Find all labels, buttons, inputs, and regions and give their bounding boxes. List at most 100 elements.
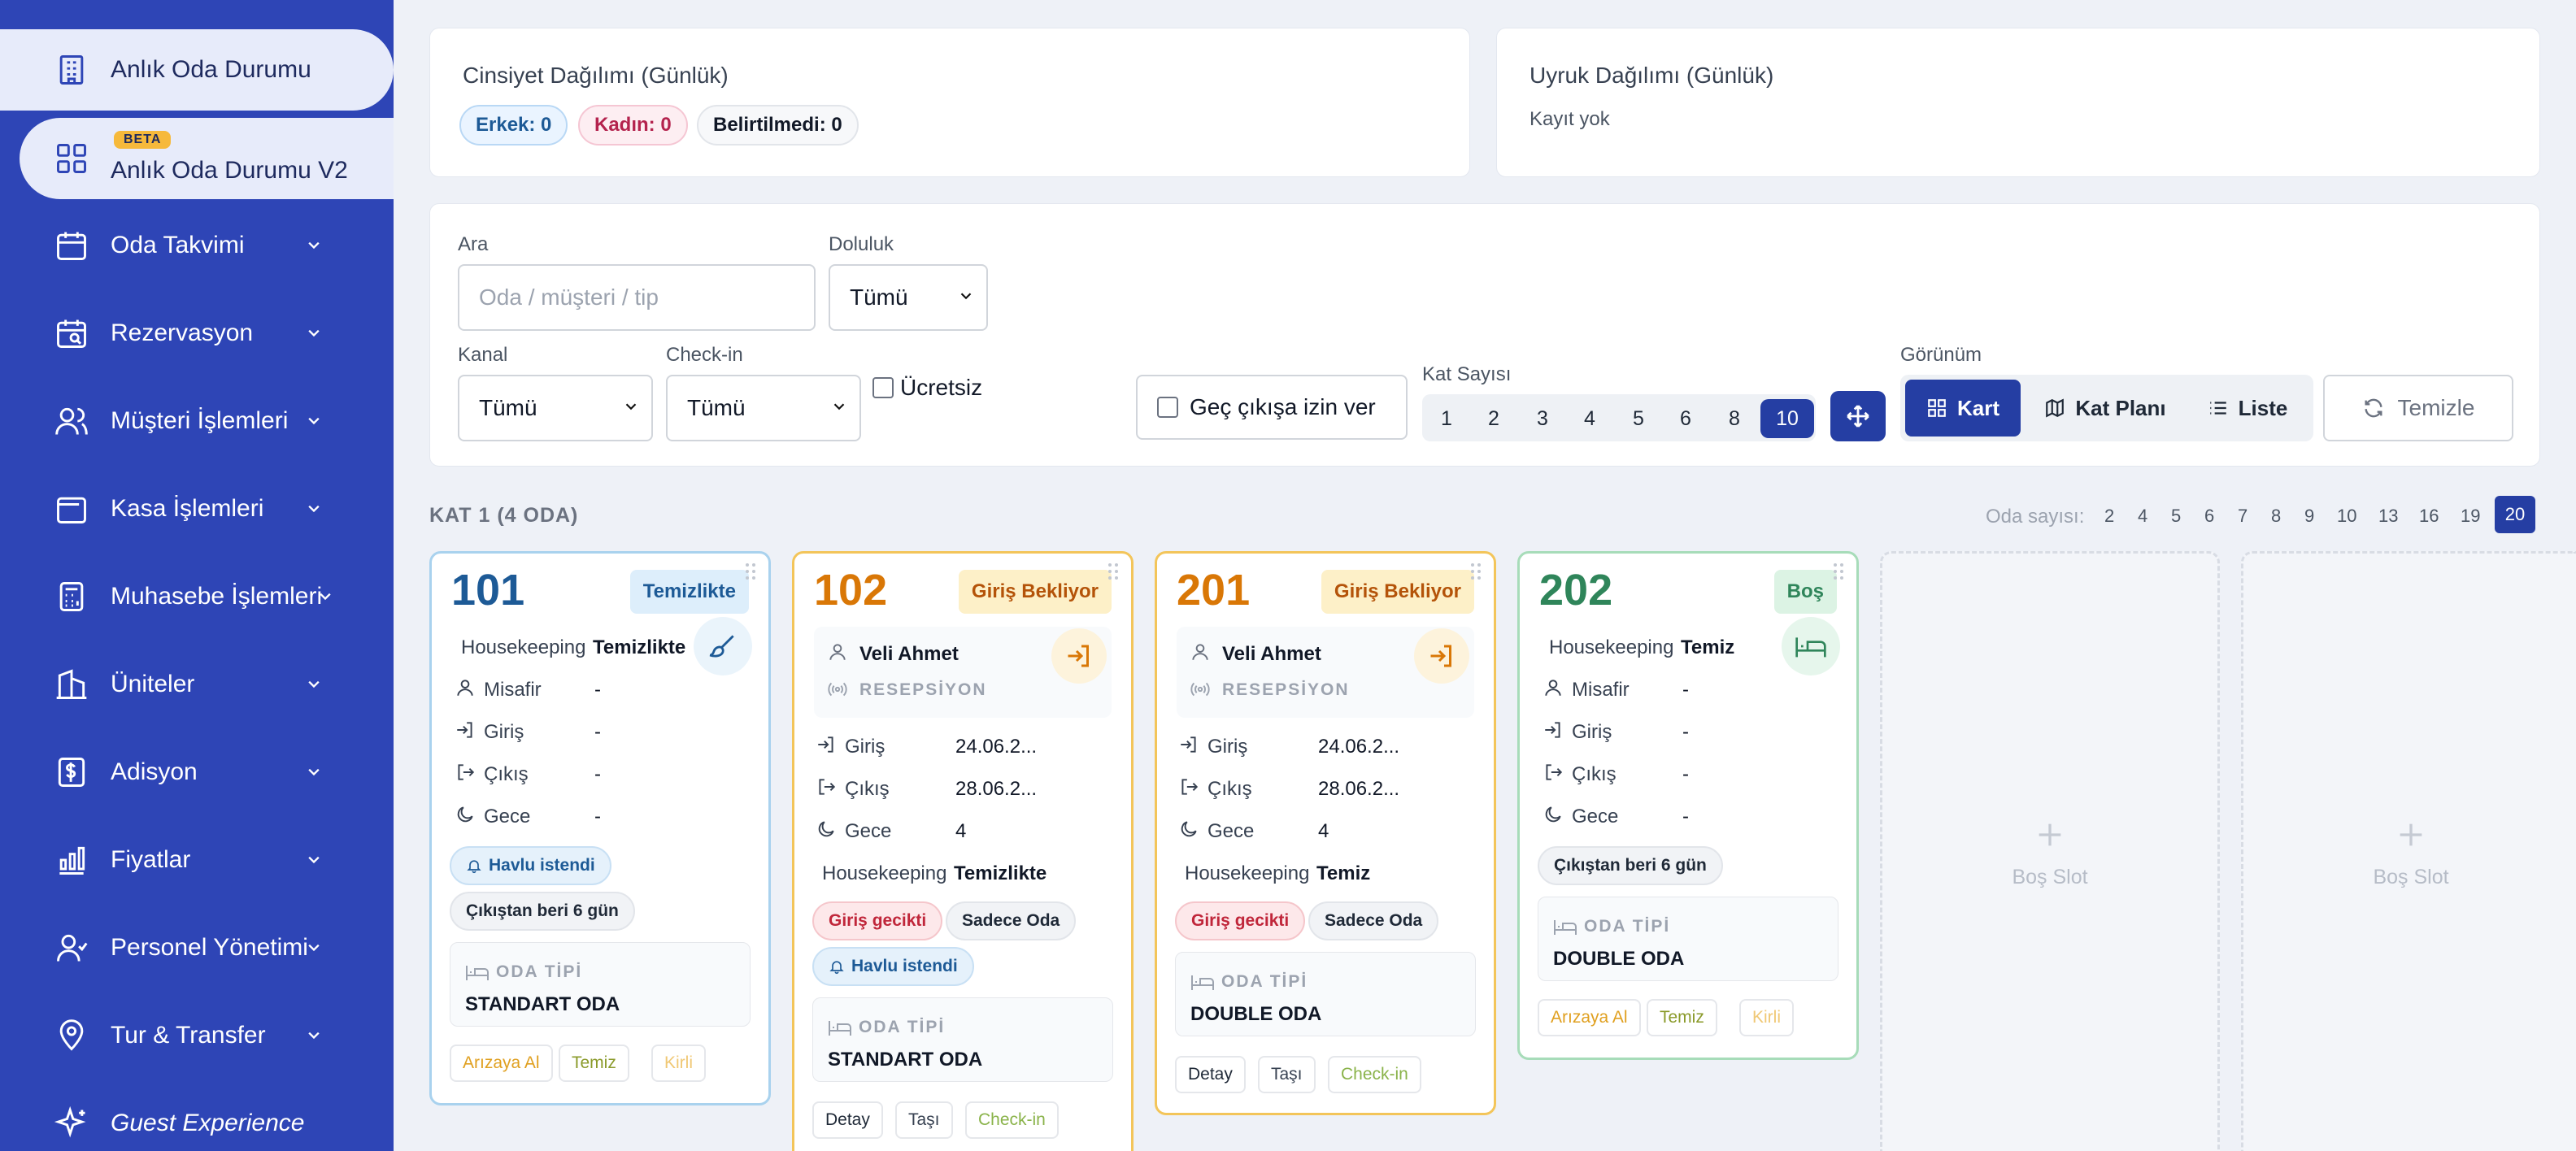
checkin-button[interactable]: Check-in (965, 1101, 1059, 1139)
floor-count-option[interactable]: 1 (1441, 406, 1452, 430)
sidebar-item-uniteler[interactable]: Üniteler (0, 644, 394, 725)
staff-icon (52, 928, 91, 967)
room-type-value: STANDART ODA (465, 993, 620, 1015)
room-count-option[interactable]: 2 (2104, 506, 2115, 526)
empty-slot[interactable]: Boş Slot (2241, 551, 2576, 1151)
bed-status-button[interactable] (1782, 617, 1840, 675)
nights-label: Gece (1572, 806, 1619, 827)
drag-handle-icon[interactable] (1107, 562, 1120, 581)
room-card[interactable]: 102 Giriş Bekliyor Veli Ahmet RESEPSİYON… (792, 551, 1134, 1151)
floor-count-option[interactable]: 3 (1537, 406, 1548, 430)
drag-handle-icon[interactable] (744, 562, 757, 581)
sidebar-item-muhasebe-islemleri[interactable]: Muhasebe İşlemleri (0, 556, 394, 637)
sidebar-item-fiyatlar[interactable]: Fiyatlar (0, 819, 394, 901)
free-checkbox[interactable] (872, 377, 894, 398)
clean-button[interactable]: Temiz (1647, 999, 1717, 1036)
housekeeping-label: Housekeeping (1185, 862, 1310, 884)
view-list-button[interactable]: Liste (2187, 380, 2308, 437)
detail-button[interactable]: Detay (1175, 1056, 1246, 1093)
sidebar-item-rezervasyon[interactable]: Rezervasyon (0, 293, 394, 374)
search-placeholder: Oda / müşteri / tip (479, 284, 659, 310)
dirty-button[interactable]: Kirli (651, 1045, 706, 1082)
free-filter[interactable]: Ücretsiz (872, 375, 982, 401)
sidebar-item-oda-takvimi[interactable]: Oda Takvimi (0, 205, 394, 286)
room-count-option[interactable]: 5 (2171, 506, 2182, 526)
dirty-button[interactable]: Kirli (1739, 999, 1794, 1036)
bed-icon (828, 1018, 852, 1037)
channel-select[interactable]: Tümü (458, 375, 653, 441)
room-count-option[interactable]: 7 (2238, 506, 2248, 526)
room-count-option[interactable]: 9 (2304, 506, 2315, 526)
nights-value: 4 (1318, 820, 1329, 842)
login-icon (1427, 641, 1456, 671)
move-button[interactable]: Taşı (895, 1101, 953, 1139)
fault-button[interactable]: Arızaya Al (450, 1045, 553, 1082)
grid-icon (52, 139, 91, 178)
users-icon (52, 402, 91, 441)
chevron-down-icon (302, 760, 327, 784)
fault-button[interactable]: Arızaya Al (1538, 999, 1641, 1036)
room-card[interactable]: 202 Boş Housekeeping Temiz Misafir - Gir… (1517, 551, 1859, 1060)
detail-button[interactable]: Detay (812, 1101, 883, 1139)
room-count-option[interactable]: 13 (2378, 506, 2399, 526)
room-count-option[interactable]: 8 (2271, 506, 2282, 526)
room-count-option[interactable]: 16 (2419, 506, 2439, 526)
floor-count-option[interactable]: 8 (1729, 406, 1740, 430)
cleaning-button[interactable] (694, 617, 752, 675)
late-checkout-toggle[interactable]: Geç çıkışa izin ver (1136, 375, 1408, 440)
checkin-button[interactable]: Check-in (1328, 1056, 1421, 1093)
occupancy-select[interactable]: Tümü (829, 264, 988, 331)
nights-value: 4 (955, 820, 967, 842)
chevron-down-icon (302, 321, 327, 345)
floor-count-option[interactable]: 2 (1488, 406, 1499, 430)
sidebar-item-anlik-oda-durumu-v2[interactable]: BETA Anlık Oda Durumu V2 (20, 118, 394, 199)
room-count-option[interactable]: 4 (2138, 506, 2148, 526)
floor-count-option-selected[interactable]: 10 (1760, 399, 1814, 438)
late-checkout-checkbox[interactable] (1157, 397, 1178, 418)
sidebar-item-personel-yonetimi[interactable]: Personel Yönetimi (0, 907, 394, 988)
sidebar-item-adisyon[interactable]: Adisyon (0, 732, 394, 813)
room-count-option-selected[interactable]: 20 (2495, 496, 2535, 533)
room-count-option[interactable]: 10 (2337, 506, 2357, 526)
room-card[interactable]: 101 Temizlikte Housekeeping Temizlikte M… (429, 551, 771, 1105)
clear-button[interactable]: Temizle (2323, 375, 2513, 441)
sidebar-item-tur-transfer[interactable]: Tur & Transfer (0, 995, 394, 1076)
empty-slot[interactable]: Boş Slot (1880, 551, 2220, 1151)
checkout-label: Çıkış (484, 763, 529, 785)
search-input[interactable]: Oda / müşteri / tip (458, 264, 816, 331)
clean-button[interactable]: Temiz (559, 1045, 629, 1082)
sidebar-item-label: Anlık Oda Durumu V2 (111, 157, 348, 184)
view-floorplan-button[interactable]: Kat Planı (2032, 380, 2178, 437)
chevron-down-icon (302, 1023, 327, 1048)
move-button[interactable]: Taşı (1258, 1056, 1316, 1093)
room-number: 201 (1177, 566, 1251, 615)
sidebar-item-kasa-islemleri[interactable]: Kasa İşlemleri (0, 468, 394, 549)
floor-count-option[interactable]: 6 (1680, 406, 1691, 430)
sidebar-item-musteri-islemleri[interactable]: Müşteri İşlemleri (0, 380, 394, 462)
room-count-option[interactable]: 6 (2204, 506, 2215, 526)
user-icon (455, 677, 476, 698)
view-card-button[interactable]: Kart (1905, 380, 2021, 437)
floor-count-option[interactable]: 5 (1633, 406, 1644, 430)
drag-mode-button[interactable] (1830, 391, 1886, 441)
login-icon (1543, 719, 1564, 741)
checkin-action-button[interactable] (1051, 628, 1107, 684)
reservation-source: RESEPSİYON (1222, 680, 1350, 699)
checkin-action-button[interactable] (1414, 628, 1469, 684)
user-icon (1190, 641, 1211, 662)
drag-handle-icon[interactable] (1832, 562, 1845, 581)
sidebar-item-anlik-oda-durumu[interactable]: Anlık Oda Durumu (0, 29, 394, 111)
room-type-value: DOUBLE ODA (1553, 948, 1685, 970)
checkout-value: 28.06.2... (1318, 778, 1400, 800)
plus-icon (2395, 819, 2427, 855)
room-card[interactable]: 201 Giriş Bekliyor Veli Ahmet RESEPSİYON… (1155, 551, 1496, 1115)
broadcast-icon (1190, 679, 1211, 700)
user-icon (1543, 677, 1564, 698)
sidebar-item-guest-experience[interactable]: Guest Experience (0, 1083, 394, 1151)
room-count-option[interactable]: 19 (2461, 506, 2481, 526)
floor-title: KAT 1 (4 ODA) (429, 504, 579, 527)
drag-handle-icon[interactable] (1469, 562, 1482, 581)
checkin-select[interactable]: Tümü (666, 375, 861, 441)
building-icon (52, 50, 91, 89)
floor-count-option[interactable]: 4 (1584, 406, 1595, 430)
